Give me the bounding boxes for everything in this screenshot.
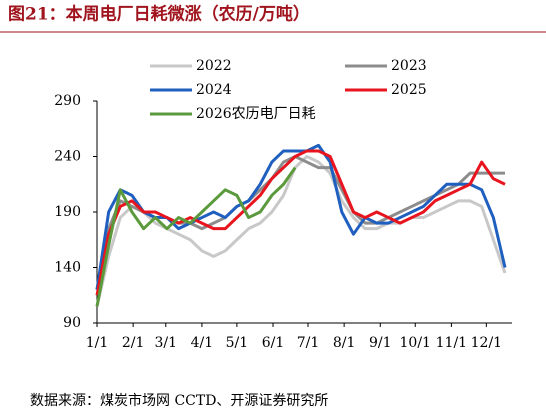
y-tick-label: 190 [54,204,81,220]
series-line [95,149,506,296]
x-tick-label: 12/1 [471,335,502,351]
x-tick-label: 4/1 [191,335,214,351]
legend-label: 2023 [391,58,427,74]
y-tick-label: 290 [54,93,81,109]
y-tick-label: 90 [63,315,81,331]
source-note: 数据来源：煤炭市场网 CCTD、开源证券研究所 [30,392,328,409]
x-tick-label: 5/1 [226,335,249,351]
x-tick-label: 7/1 [297,335,320,351]
x-tick-label: 11/1 [436,335,467,351]
legend-label: 2026农历电厂日耗 [196,106,316,122]
legend-label: 2024 [196,82,232,98]
x-tick-label: 9/1 [369,335,392,351]
legend-label: 2025 [391,82,427,98]
x-tick-label: 1/1 [86,335,109,351]
x-tick-label: 8/1 [333,335,356,351]
legend-label: 2022 [196,58,232,74]
series-line [95,155,507,307]
series-line [95,166,297,307]
chart-title: 图21：本周电厂日耗微涨（农历/万吨） [8,4,310,25]
series-line [95,143,507,290]
x-tick-label: 3/1 [155,335,178,351]
x-tick-label: 2/1 [122,335,145,351]
y-tick-label: 240 [54,149,81,165]
y-tick-label: 140 [54,260,81,276]
x-tick-label: 10/1 [400,335,431,351]
x-tick-label: 6/1 [262,335,285,351]
